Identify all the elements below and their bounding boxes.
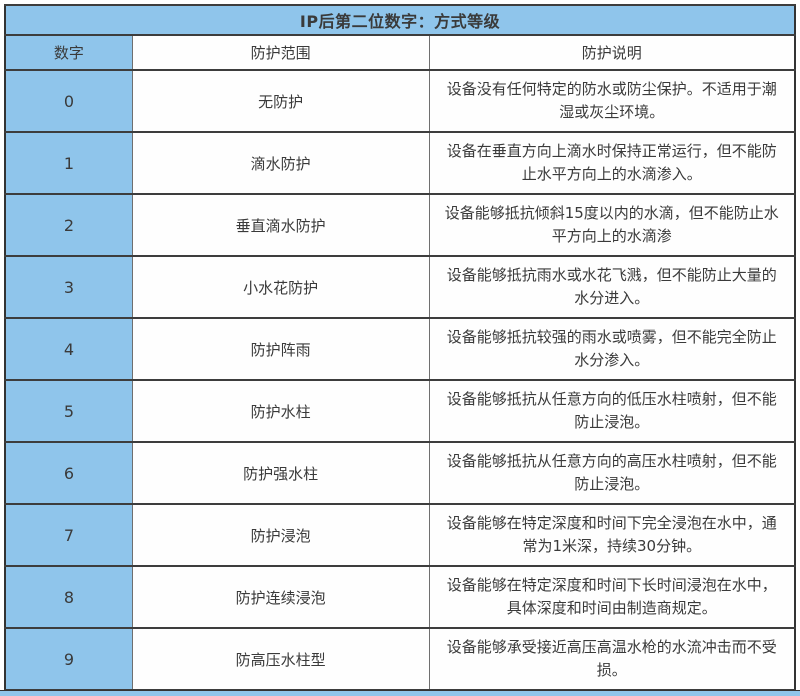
table-row: 5 防护水柱 设备能够抵抗从任意方向的低压水柱喷射，但不能防止浸泡。 xyxy=(4,379,796,443)
rating-number: 1 xyxy=(4,131,133,195)
rating-number: 6 xyxy=(4,441,133,505)
table-row: 0 无防护 设备没有任何特定的防水或防尘保护。不适用于潮湿或灰尘环境。 xyxy=(4,69,796,133)
protection-description: 设备能够抵抗雨水或水花飞溅，但不能防止大量的水分进入。 xyxy=(428,255,796,319)
protection-scope: 防护水柱 xyxy=(131,379,430,443)
protection-description: 设备能够抵抗从任意方向的高压水柱喷射，但不能防止浸泡。 xyxy=(428,441,796,505)
table-row: 6 防护强水柱 设备能够抵抗从任意方向的高压水柱喷射，但不能防止浸泡。 xyxy=(4,441,796,505)
table-row: 3 小水花防护 设备能够抵抗雨水或水花飞溅，但不能防止大量的水分进入。 xyxy=(4,255,796,319)
column-header-number: 数字 xyxy=(4,34,133,71)
rating-number: 8 xyxy=(4,565,133,629)
protection-description: 设备能够在特定深度和时间下长时间浸泡在水中，具体深度和时间由制造商规定。 xyxy=(428,565,796,629)
column-header-scope: 防护范围 xyxy=(131,34,430,71)
protection-scope: 垂直滴水防护 xyxy=(131,193,430,257)
protection-description: 设备能够抵抗从任意方向的低压水柱喷射，但不能防止浸泡。 xyxy=(428,379,796,443)
rating-number: 3 xyxy=(4,255,133,319)
protection-scope: 防护阵雨 xyxy=(131,317,430,381)
rating-number: 9 xyxy=(4,627,133,691)
protection-scope: 防高压水柱型 xyxy=(131,627,430,691)
table-row: 9 防高压水柱型 设备能够承受接近高压高温水枪的水流冲击而不受损。 xyxy=(4,627,796,691)
protection-description: 设备在垂直方向上滴水时保持正常运行，但不能防止水平方向上的水滴渗入。 xyxy=(428,131,796,195)
rating-number: 2 xyxy=(4,193,133,257)
protection-description: 设备能够抵抗较强的雨水或喷雾，但不能完全防止水分渗入。 xyxy=(428,317,796,381)
rating-number: 0 xyxy=(4,69,133,133)
rating-number: 5 xyxy=(4,379,133,443)
protection-scope: 防护连续浸泡 xyxy=(131,565,430,629)
rating-number: 7 xyxy=(4,503,133,567)
table-row: 7 防护浸泡 设备能够在特定深度和时间下完全浸泡在水中，通常为1米深，持续30分… xyxy=(4,503,796,567)
protection-scope: 防护浸泡 xyxy=(131,503,430,567)
table-row: 8 防护连续浸泡 设备能够在特定深度和时间下长时间浸泡在水中，具体深度和时间由制… xyxy=(4,565,796,629)
ip-rating-table: IP后第二位数字：方式等级 数字 防护范围 防护说明 0 无防护 设备没有任何特… xyxy=(4,4,796,691)
protection-scope: 滴水防护 xyxy=(131,131,430,195)
table-row: 4 防护阵雨 设备能够抵抗较强的雨水或喷雾，但不能完全防止水分渗入。 xyxy=(4,317,796,381)
table-row: 1 滴水防护 设备在垂直方向上滴水时保持正常运行，但不能防止水平方向上的水滴渗入… xyxy=(4,131,796,195)
table-row: 2 垂直滴水防护 设备能够抵抗倾斜15度以内的水滴，但不能防止水平方向上的水滴渗 xyxy=(4,193,796,257)
table-title-row: IP后第二位数字：方式等级 xyxy=(4,4,796,36)
column-header-description: 防护说明 xyxy=(428,34,796,71)
protection-scope: 无防护 xyxy=(131,69,430,133)
protection-scope: 小水花防护 xyxy=(131,255,430,319)
protection-description: 设备能够承受接近高压高温水枪的水流冲击而不受损。 xyxy=(428,627,796,691)
protection-description: 设备能够在特定深度和时间下完全浸泡在水中，通常为1米深，持续30分钟。 xyxy=(428,503,796,567)
table-title: IP后第二位数字：方式等级 xyxy=(4,4,796,36)
table-header-row: 数字 防护范围 防护说明 xyxy=(4,34,796,71)
protection-description: 设备能够抵抗倾斜15度以内的水滴，但不能防止水平方向上的水滴渗 xyxy=(428,193,796,257)
rating-number: 4 xyxy=(4,317,133,381)
next-section-title-strip xyxy=(0,690,800,696)
protection-description: 设备没有任何特定的防水或防尘保护。不适用于潮湿或灰尘环境。 xyxy=(428,69,796,133)
protection-scope: 防护强水柱 xyxy=(131,441,430,505)
